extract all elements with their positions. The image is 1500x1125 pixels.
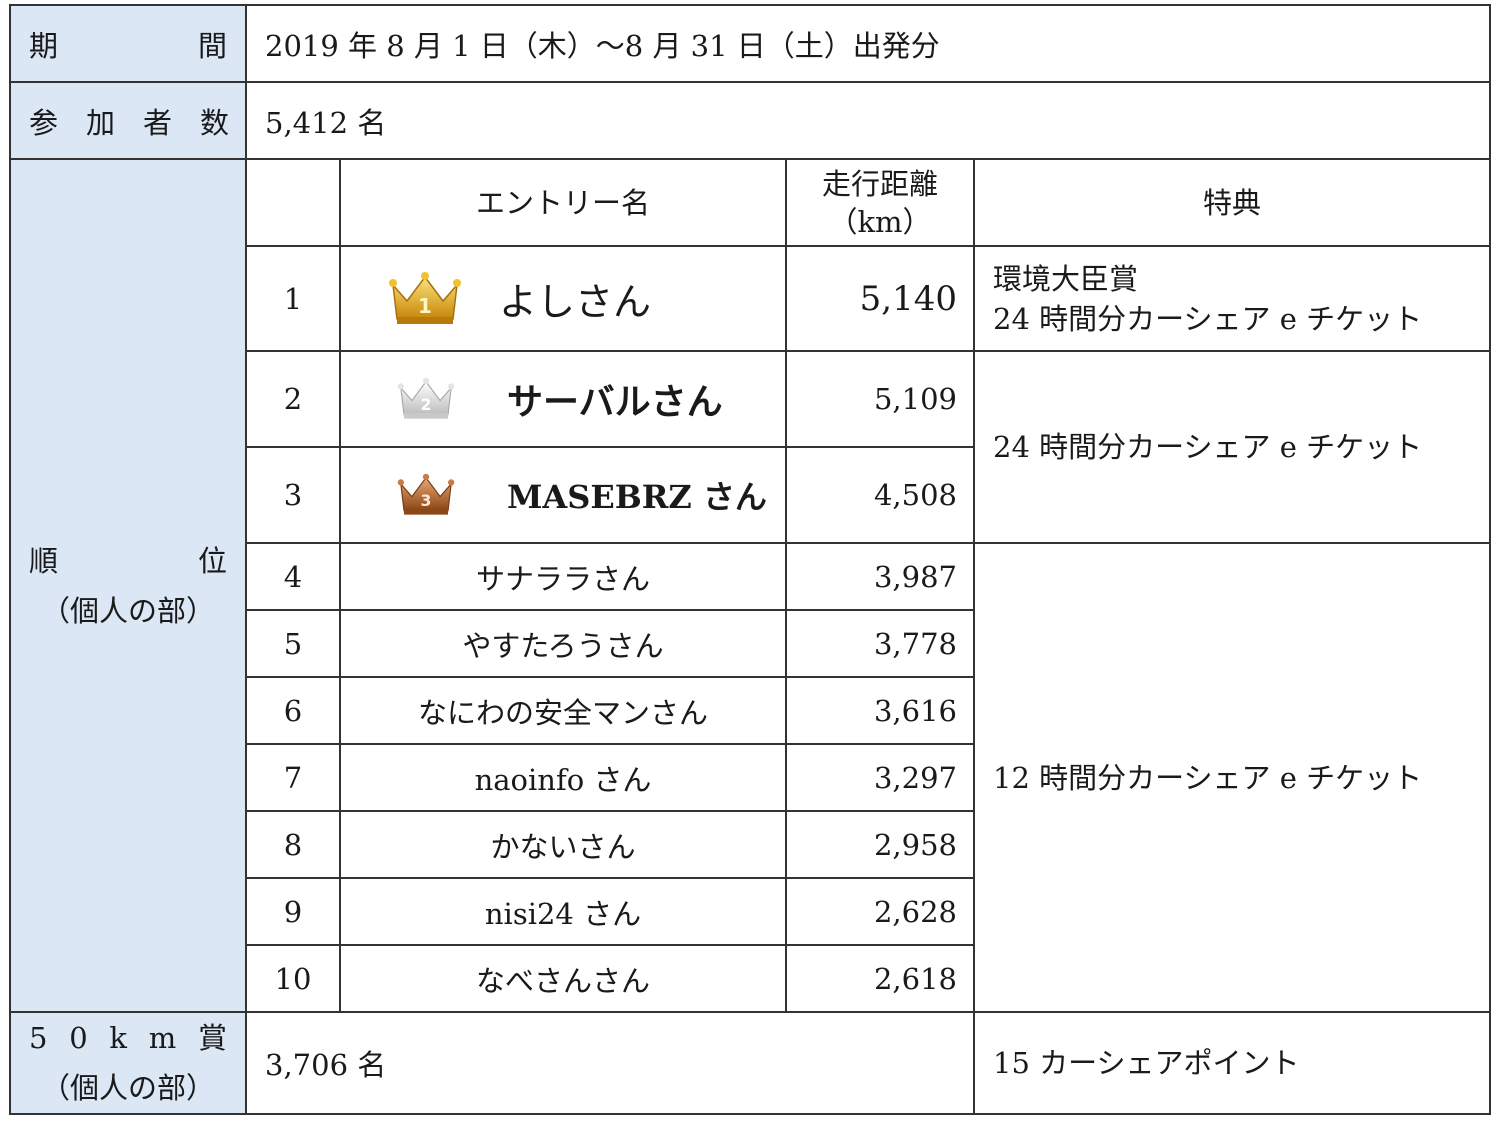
entry-name-cell: かないさん <box>339 810 787 879</box>
ranking-label: 順 位 （個人の部） <box>9 158 247 1013</box>
svg-text:1: 1 <box>418 294 432 318</box>
rank-cell: 2 <box>245 350 341 448</box>
table-row: 8 かないさん 2,958 <box>10 810 1490 879</box>
entry-name-cell: やすたろうさん <box>339 609 787 678</box>
distance-cell: 3,297 <box>785 743 975 812</box>
benefit-header: 特典 <box>973 158 1491 247</box>
entry-name-cell: 3 MASEBRZ さん <box>339 446 787 544</box>
entry-name: サーバルさん <box>507 382 723 423</box>
distance-cell: 2,628 <box>785 877 975 946</box>
rank-cell: 6 <box>245 676 341 745</box>
svg-text:2: 2 <box>421 395 432 414</box>
rank-cell: 10 <box>245 944 341 1013</box>
entry-name-cell: なにわの安全マンさん <box>339 676 787 745</box>
table-row: 3 3 MASEBRZ さん 4,508 <box>10 446 1490 544</box>
entry-name-header: エントリー名 <box>339 158 787 247</box>
distance-cell: 2,958 <box>785 810 975 879</box>
table-row: 4 サナララさん 3,987 12 時間分カーシェア e チケット <box>10 542 1491 1013</box>
distance-header: 走行距離 （km） <box>785 158 975 247</box>
table-row: 2 2 サーバルさん 5,109 24 時間分カーシェア e チケット <box>10 350 1491 544</box>
period-value: 2019 年 8 月 1 日（木）～8 月 31 日（土）出発分 <box>245 4 1491 83</box>
entry-name-cell: naoinfo さん <box>339 743 787 812</box>
results-table: 期 間 2019 年 8 月 1 日（木）～8 月 31 日（土）出発分 参 加… <box>9 4 1491 1115</box>
table-row: 10 なべさんさん 2,618 <box>10 944 1490 1013</box>
rank-cell: 3 <box>245 446 341 544</box>
table-row: 7 naoinfo さん 3,297 <box>10 743 1490 812</box>
svg-text:3: 3 <box>421 491 432 510</box>
distance-cell: 3,616 <box>785 676 975 745</box>
bronze-crown-icon: 3 <box>397 473 455 515</box>
rank-cell: 5 <box>245 609 341 678</box>
distance-cell: 3,778 <box>785 609 975 678</box>
entry-name-cell: サナララさん <box>339 542 787 611</box>
km50-benefit: 15 カーシェアポイント <box>973 1011 1491 1115</box>
ranking-label-sub: （個人の部） <box>40 593 215 628</box>
table-row: 5 やすたろうさん 3,778 <box>10 609 1490 678</box>
table-row: 6 なにわの安全マンさん 3,616 <box>10 676 1490 745</box>
participants-label: 参 加 者 数 <box>9 81 247 160</box>
km50-value: 3,706 名 <box>245 1011 975 1115</box>
distance-cell: 5,140 <box>785 245 975 352</box>
distance-cell: 2,618 <box>785 944 975 1013</box>
silver-crown-icon: 2 <box>397 377 455 419</box>
km50-row: 5 0 k m 賞 （個人の部） 3,706 名 15 カーシェアポイント <box>9 1011 1491 1115</box>
entry-name-cell: 2 サーバルさん <box>339 350 787 448</box>
rank-cell: 1 <box>245 245 341 352</box>
distance-cell: 3,987 <box>785 542 975 611</box>
gold-crown-icon: 1 <box>389 271 461 324</box>
benefit-rank1: 環境大臣賞 24 時間分カーシェア e チケット <box>973 245 1491 352</box>
km50-label-sub: （個人の部） <box>40 1071 215 1105</box>
entry-name-cell: 1 よしさん <box>339 245 787 352</box>
benefit-rank4-10: 12 時間分カーシェア e チケット <box>973 542 1491 1013</box>
benefit-rank2-3: 24 時間分カーシェア e チケット <box>973 350 1491 544</box>
km50-label: 5 0 k m 賞 （個人の部） <box>9 1011 247 1115</box>
table-row: 1 1 よしさん 5,140 環境大臣賞 24 時間分カーシェア e チケット <box>10 245 1491 352</box>
distance-cell: 4,508 <box>785 446 975 544</box>
distance-cell: 5,109 <box>785 350 975 448</box>
participants-value: 5,412 名 <box>245 81 1491 160</box>
period-label: 期 間 <box>9 4 247 83</box>
entry-name: よしさん <box>499 280 652 324</box>
entry-name: MASEBRZ さん <box>507 478 767 516</box>
participants-row: 参 加 者 数 5,412 名 <box>9 81 1491 160</box>
period-row: 期 間 2019 年 8 月 1 日（木）～8 月 31 日（土）出発分 <box>9 4 1491 83</box>
rank-header-empty <box>245 158 341 247</box>
table-row: 9 nisi24 さん 2,628 <box>10 877 1490 946</box>
rank-cell: 8 <box>245 810 341 879</box>
rank-cell: 7 <box>245 743 341 812</box>
rank-cell: 4 <box>245 542 341 611</box>
entry-name-cell: nisi24 さん <box>339 877 787 946</box>
entry-name-cell: なべさんさん <box>339 944 787 1013</box>
rank-cell: 9 <box>245 877 341 946</box>
ranking-header-row: 順 位 （個人の部） エントリー名 走行距離 （km） 特典 <box>9 158 1491 1013</box>
